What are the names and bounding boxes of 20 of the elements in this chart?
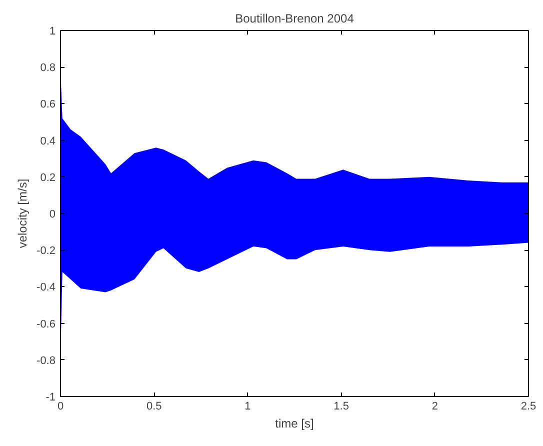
y-tick-label: -0.4 (36, 282, 56, 294)
y-tick-label: -0.8 (36, 354, 56, 367)
x-tick-label: 1 (244, 400, 251, 412)
x-tick-label: 0.5 (146, 400, 162, 412)
y-tick-label: -1 (46, 392, 56, 404)
x-axis-title: time [s] (275, 416, 314, 430)
y-tick-label: 1 (49, 26, 56, 38)
y-tick-label: 0 (49, 208, 56, 220)
x-tick-label: 0 (57, 400, 64, 412)
y-tick-label: -0.6 (36, 318, 56, 330)
x-tick-label: 2.5 (520, 400, 536, 412)
y-tick-label: 0.6 (40, 98, 56, 111)
y-tick-label: 0.8 (40, 62, 56, 74)
x-tick-label: 1.5 (334, 400, 349, 412)
chart-title: Boutillon-Brenon 2004 (235, 12, 354, 26)
y-tick-label: 0.2 (40, 172, 56, 184)
x-tick-label: 2 (432, 400, 438, 412)
y-tick-label: 0.4 (40, 135, 56, 148)
y-tick-label: -0.2 (36, 245, 56, 258)
y-axis-title: velocity [m/s] (16, 178, 30, 248)
